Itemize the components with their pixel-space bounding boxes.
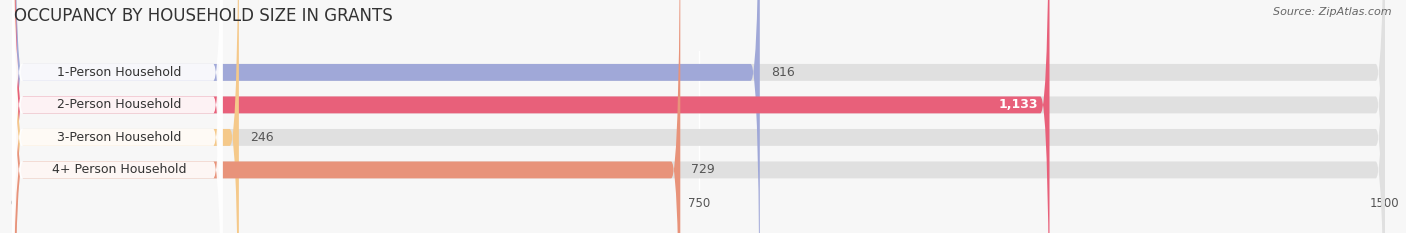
FancyBboxPatch shape (14, 0, 681, 233)
Text: OCCUPANCY BY HOUSEHOLD SIZE IN GRANTS: OCCUPANCY BY HOUSEHOLD SIZE IN GRANTS (14, 7, 392, 25)
Text: 246: 246 (250, 131, 274, 144)
FancyBboxPatch shape (14, 0, 1049, 233)
FancyBboxPatch shape (14, 0, 1385, 233)
FancyBboxPatch shape (14, 0, 1385, 233)
FancyBboxPatch shape (14, 0, 1385, 233)
Text: 3-Person Household: 3-Person Household (58, 131, 181, 144)
Text: 2-Person Household: 2-Person Household (58, 98, 181, 111)
FancyBboxPatch shape (13, 0, 222, 233)
Text: 729: 729 (692, 163, 716, 176)
FancyBboxPatch shape (14, 0, 239, 233)
Text: 1,133: 1,133 (1000, 98, 1039, 111)
Text: 816: 816 (770, 66, 794, 79)
FancyBboxPatch shape (13, 0, 222, 233)
Text: Source: ZipAtlas.com: Source: ZipAtlas.com (1274, 7, 1392, 17)
Text: 4+ Person Household: 4+ Person Household (52, 163, 187, 176)
Text: 1-Person Household: 1-Person Household (58, 66, 181, 79)
FancyBboxPatch shape (13, 0, 222, 233)
FancyBboxPatch shape (14, 0, 759, 233)
FancyBboxPatch shape (14, 0, 1385, 233)
FancyBboxPatch shape (13, 0, 222, 233)
